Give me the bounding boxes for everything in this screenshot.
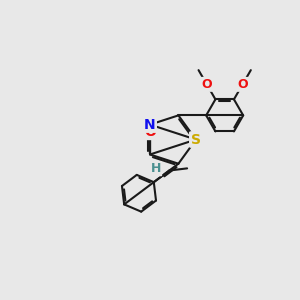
Text: H: H <box>151 162 161 175</box>
Text: N: N <box>190 133 202 146</box>
Text: S: S <box>191 133 201 146</box>
Text: O: O <box>202 78 212 91</box>
Text: O: O <box>144 125 156 139</box>
Text: O: O <box>237 78 248 91</box>
Text: N: N <box>144 118 156 132</box>
Text: N: N <box>144 118 156 132</box>
